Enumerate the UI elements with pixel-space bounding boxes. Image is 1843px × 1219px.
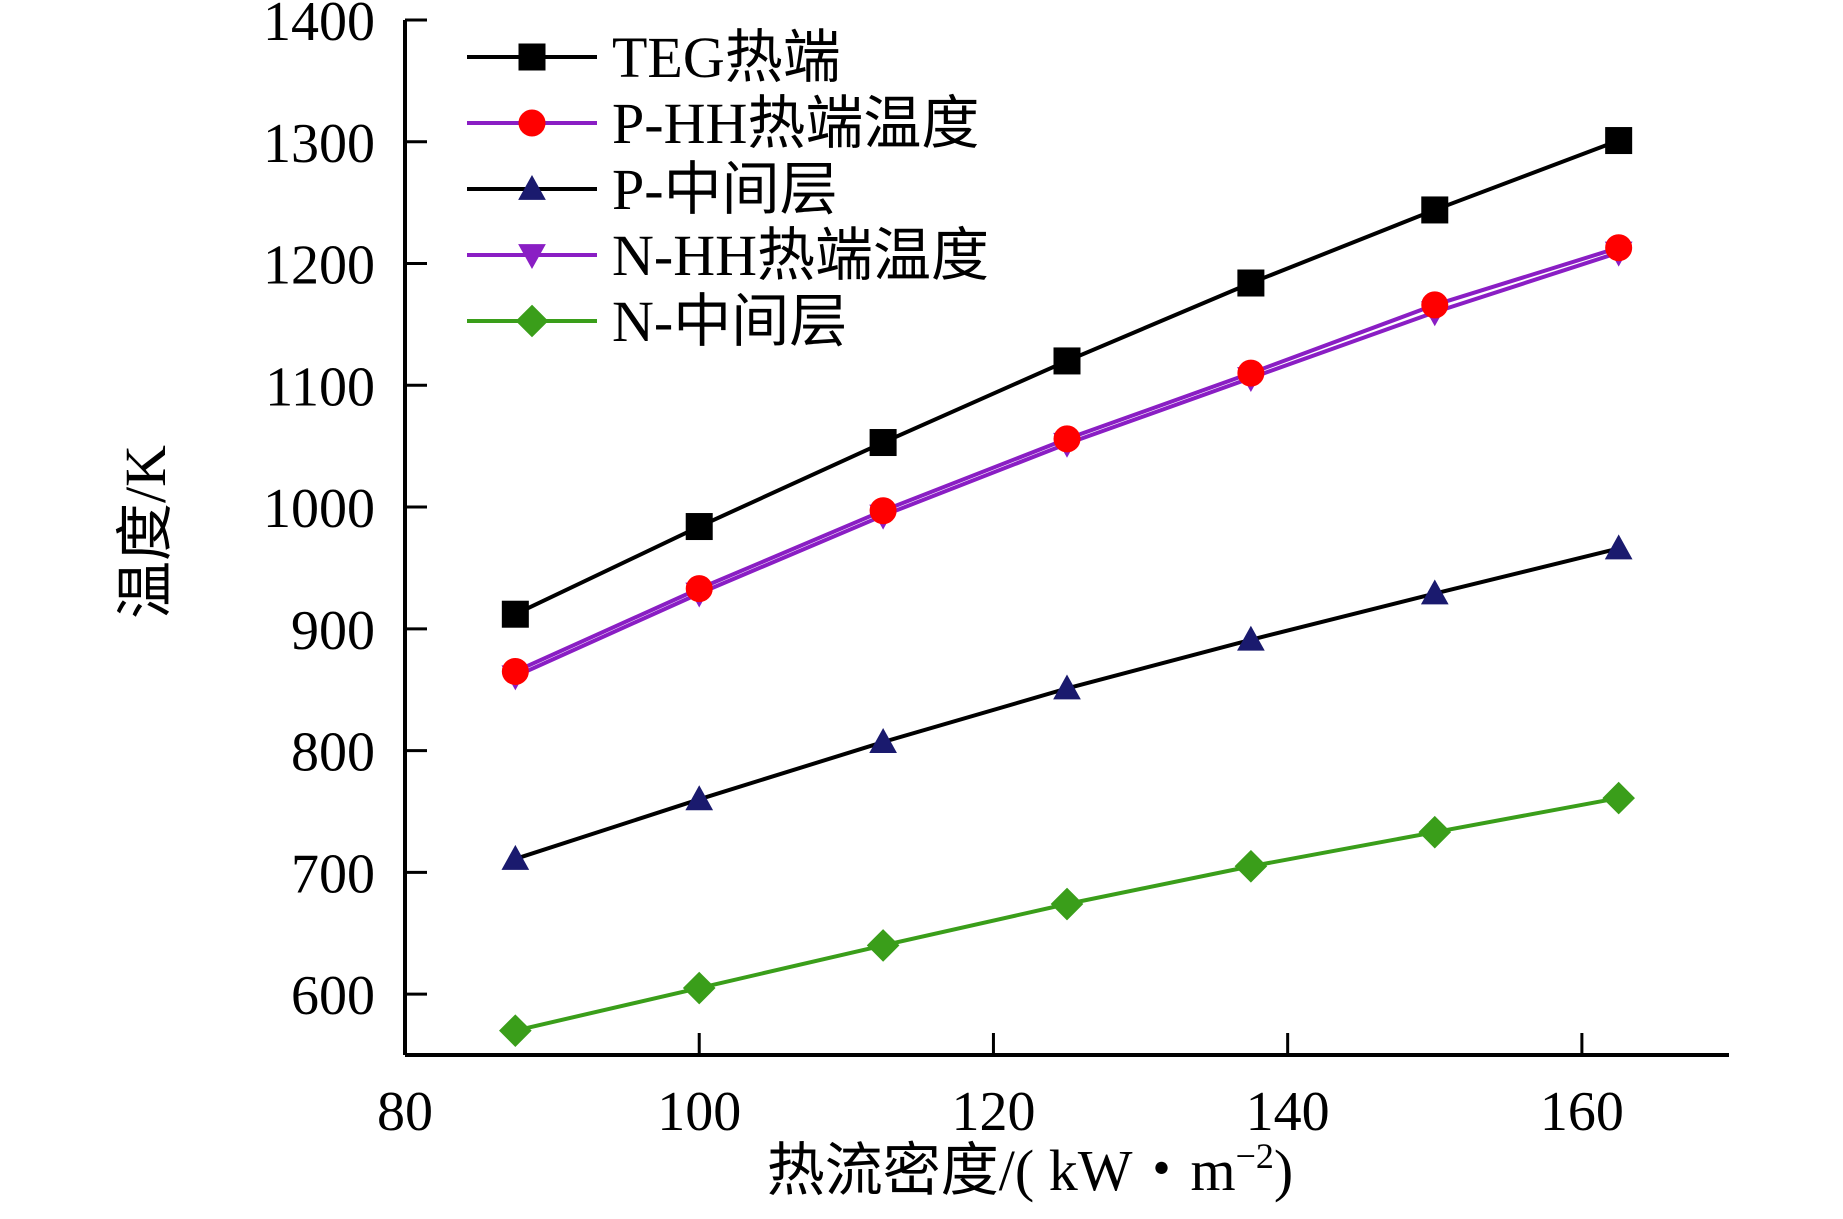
x-tick-label: 80: [377, 1081, 433, 1143]
data-point: [685, 575, 713, 603]
data-point: [1605, 234, 1633, 262]
data-point: [1605, 127, 1633, 155]
data-point: [866, 929, 900, 962]
y-tick-label: 800: [291, 722, 375, 784]
data-point: [1053, 674, 1081, 700]
data-point: [1053, 347, 1081, 375]
data-point: [1053, 425, 1081, 453]
data-point: [1602, 781, 1635, 815]
data-point: [1050, 887, 1084, 921]
x-tick-label: 140: [1246, 1081, 1330, 1143]
series-markers: [499, 127, 1635, 1047]
y-tick-label: 1200: [263, 235, 375, 297]
data-point: [1604, 534, 1633, 560]
data-point: [501, 844, 530, 870]
data-point: [1237, 625, 1265, 651]
legend-swatch-marker: [518, 174, 546, 200]
y-tick-label: 1300: [263, 113, 375, 175]
data-point: [501, 657, 529, 685]
y-tick-label: 700: [291, 843, 375, 905]
x-tick-label: 160: [1540, 1081, 1624, 1143]
x-axis-title-close: ): [1274, 1138, 1293, 1203]
legend-swatch-marker: [518, 43, 546, 71]
legend-label: P-HH热端温度: [612, 91, 979, 156]
legend-label: N-中间层: [612, 289, 847, 354]
x-tick-label: 100: [657, 1081, 741, 1143]
legend-label: N-HH热端温度: [612, 223, 989, 288]
legend-swatch-marker: [518, 244, 546, 270]
legend-swatch-marker: [518, 109, 546, 137]
data-point: [1420, 579, 1449, 605]
legend-label: P-中间层: [612, 157, 838, 222]
data-point: [1237, 269, 1265, 297]
data-point: [685, 785, 714, 811]
legend-item: TEG热端: [467, 25, 841, 90]
legend-item: P-中间层: [467, 157, 838, 222]
data-point: [1234, 849, 1268, 883]
data-point: [869, 728, 897, 753]
data-point: [501, 600, 529, 628]
data-point: [1237, 359, 1265, 387]
x-tick-label: 120: [951, 1081, 1035, 1143]
legend-item: N-中间层: [467, 289, 847, 354]
x-axis-title-superscript: −2: [1236, 1136, 1274, 1176]
legend-label: TEG热端: [612, 25, 841, 90]
y-tick-label: 600: [291, 965, 375, 1027]
data-point: [869, 497, 897, 525]
y-axis-title: 温度/K: [113, 445, 178, 619]
y-tick-label: 1100: [265, 356, 375, 418]
y-tick-label: 1400: [263, 0, 375, 53]
data-point: [685, 513, 713, 541]
legend-item: N-HH热端温度: [467, 223, 989, 288]
data-point: [869, 429, 897, 457]
data-point: [1418, 815, 1452, 849]
data-point: [682, 971, 716, 1005]
legend-item: P-HH热端温度: [467, 91, 979, 156]
axes: 80 100 120 140 160 600 700 800 900 1000 1100 1200 13…: [263, 0, 1729, 1143]
x-axis-title: 热流密度/( kW・m−2): [767, 1136, 1293, 1203]
legend-swatch-marker: [515, 304, 549, 338]
data-point: [1421, 196, 1449, 224]
data-point: [499, 1014, 532, 1047]
x-axis-title-main: 热流密度/( kW・m: [767, 1138, 1236, 1203]
y-tick-label: 900: [291, 600, 375, 662]
data-point: [1421, 291, 1449, 319]
y-tick-label: 1000: [263, 478, 375, 540]
